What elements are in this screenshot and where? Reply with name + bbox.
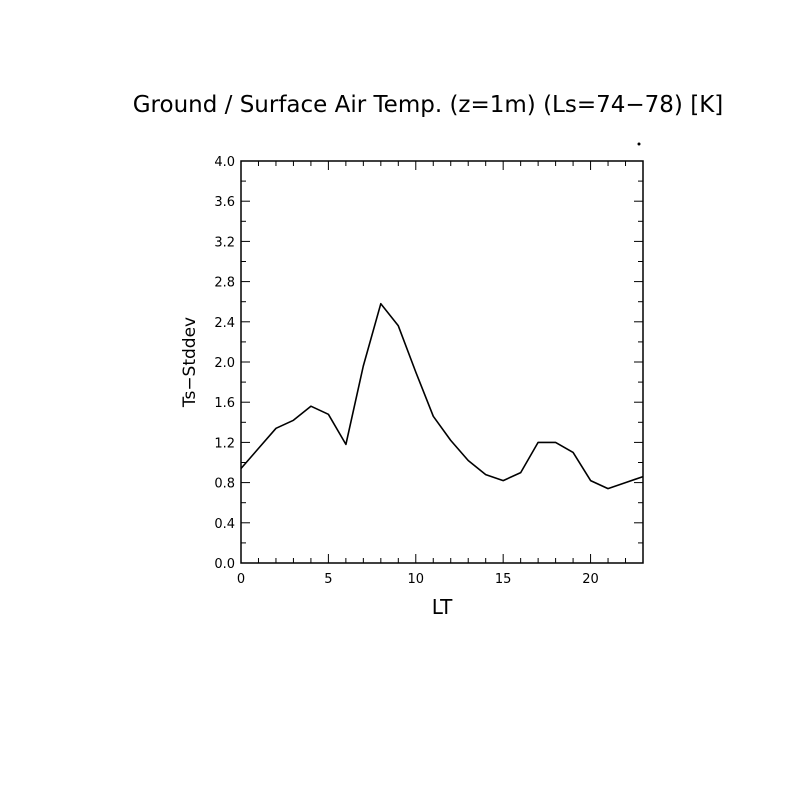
- tick-labels: 0 5 10 15 20 0.0 0.4 0.8 1.2 1.6 2.0 2.4 2.8 3.2 3.6 4.…: [214, 155, 599, 587]
- x-axis-label: LT: [432, 595, 453, 619]
- y-tick-label: 0.8: [214, 477, 235, 492]
- y-axis-label: Ts−Stddev: [180, 317, 200, 408]
- y-tick-label: 4.0: [214, 155, 235, 170]
- x-tick-label: 15: [495, 572, 512, 587]
- x-tick-label: 10: [408, 572, 425, 587]
- y-tick-label: 1.6: [214, 396, 235, 411]
- x-tick-label: 5: [324, 572, 332, 587]
- y-tick-label: 3.6: [214, 195, 235, 210]
- y-tick-label: 1.2: [214, 436, 235, 451]
- chart-title: Ground / Surface Air Temp. (z=1m) (Ls=74…: [133, 92, 724, 118]
- y-tick-label: 0.0: [214, 557, 235, 572]
- y-tick-label: 2.8: [214, 276, 235, 291]
- y-tick-label: 0.4: [214, 517, 235, 532]
- plot-frame: [240, 160, 644, 564]
- x-tick-label: 0: [237, 572, 245, 587]
- corner-dot: [637, 142, 641, 146]
- axis-ticks: [240, 160, 644, 564]
- y-tick-label: 2.0: [214, 356, 235, 371]
- y-tick-label: 3.2: [214, 235, 235, 250]
- x-tick-label: 20: [582, 572, 599, 587]
- y-tick-label: 2.4: [214, 316, 235, 331]
- series-line: [240, 302, 644, 490]
